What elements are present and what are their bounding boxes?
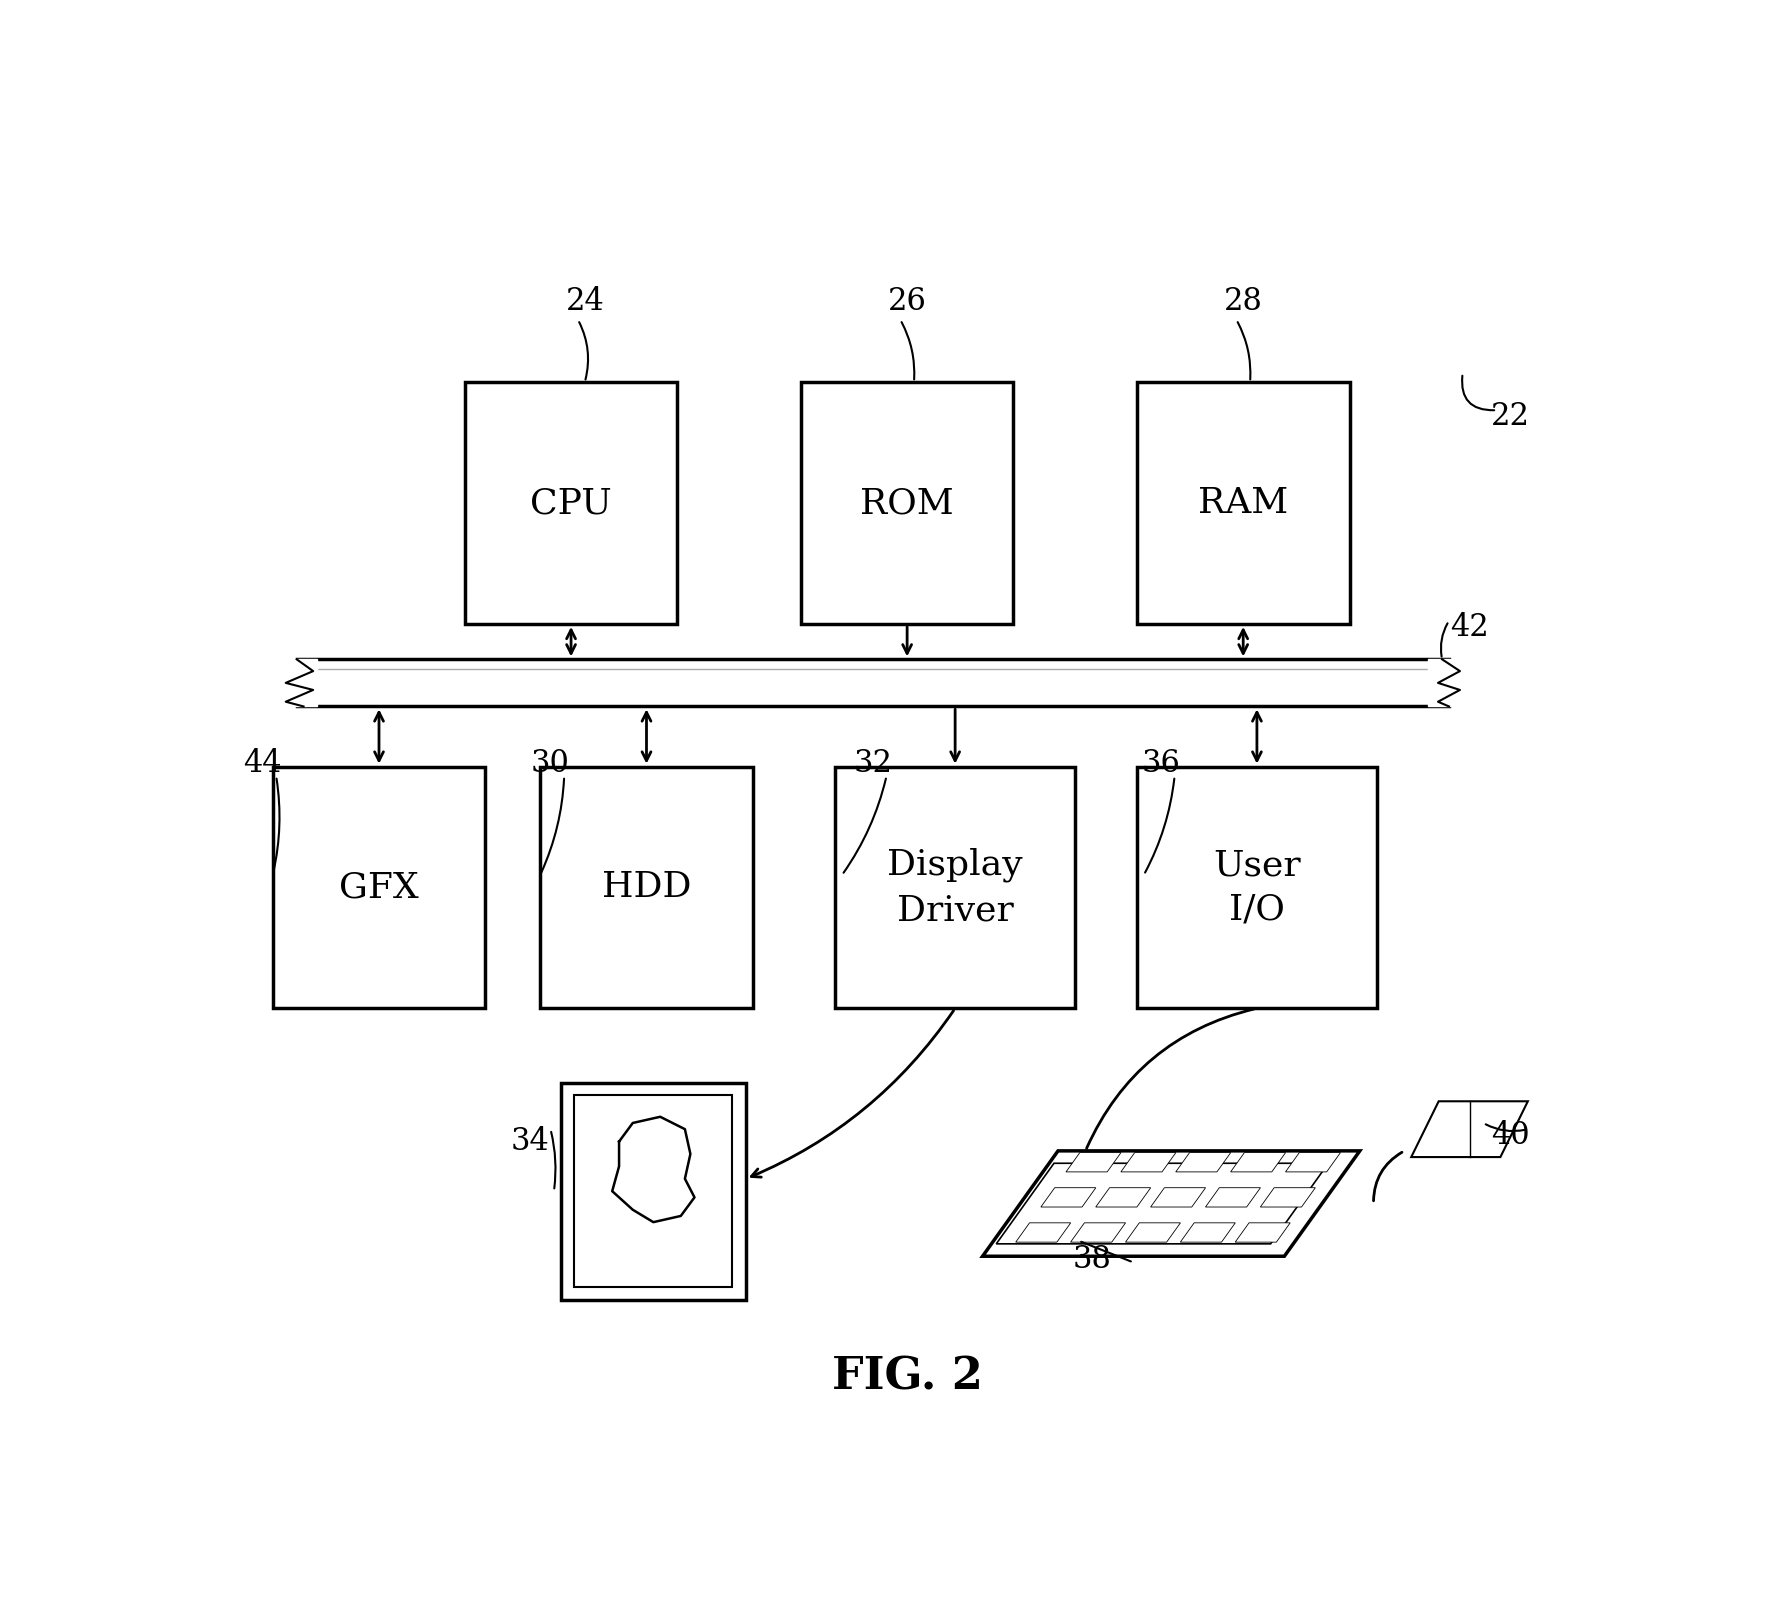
Bar [1136,766,1377,1008]
Polygon shape [1235,1224,1290,1243]
Text: FIG. 2: FIG. 2 [832,1356,982,1399]
Bar [561,1082,745,1299]
Bar [800,382,1014,625]
Text: HDD: HDD [602,871,692,905]
Polygon shape [1016,1224,1071,1243]
Polygon shape [1285,1153,1340,1172]
Text: 28: 28 [1223,285,1262,317]
Text: ROM: ROM [860,486,954,520]
Polygon shape [1126,1224,1181,1243]
Text: 36: 36 [1142,749,1181,779]
Text: User
I/O: User I/O [1212,848,1301,927]
Polygon shape [1230,1153,1285,1172]
Text: RAM: RAM [1198,486,1289,520]
Polygon shape [1041,1188,1096,1208]
Polygon shape [1428,660,1476,707]
Bar [540,766,752,1008]
Text: 24: 24 [565,285,604,317]
Polygon shape [1150,1188,1205,1208]
Polygon shape [1096,1188,1150,1208]
Text: CPU: CPU [531,486,612,520]
Polygon shape [982,1151,1359,1256]
Bar [835,766,1074,1008]
Polygon shape [269,660,317,707]
Polygon shape [1120,1153,1175,1172]
Text: 22: 22 [1490,401,1531,431]
Text: 26: 26 [889,285,926,317]
Text: 30: 30 [531,749,570,779]
Bar [1136,382,1349,625]
Polygon shape [1066,1153,1120,1172]
Bar [466,382,678,625]
Text: 32: 32 [853,749,892,779]
Polygon shape [997,1164,1328,1245]
Polygon shape [1205,1188,1260,1208]
Polygon shape [1260,1188,1315,1208]
Text: GFX: GFX [340,871,419,905]
Text: Display
Driver: Display Driver [887,848,1023,927]
Bar [297,660,1450,707]
Text: 40: 40 [1492,1121,1529,1151]
Polygon shape [1411,1101,1528,1158]
Text: 44: 44 [242,749,281,779]
Text: 42: 42 [1450,612,1489,642]
Text: 38: 38 [1073,1245,1112,1275]
Polygon shape [1175,1153,1230,1172]
Bar [273,766,485,1008]
Bar [575,1095,733,1288]
Text: 34: 34 [510,1125,549,1158]
Polygon shape [1071,1224,1126,1243]
Polygon shape [1181,1224,1235,1243]
